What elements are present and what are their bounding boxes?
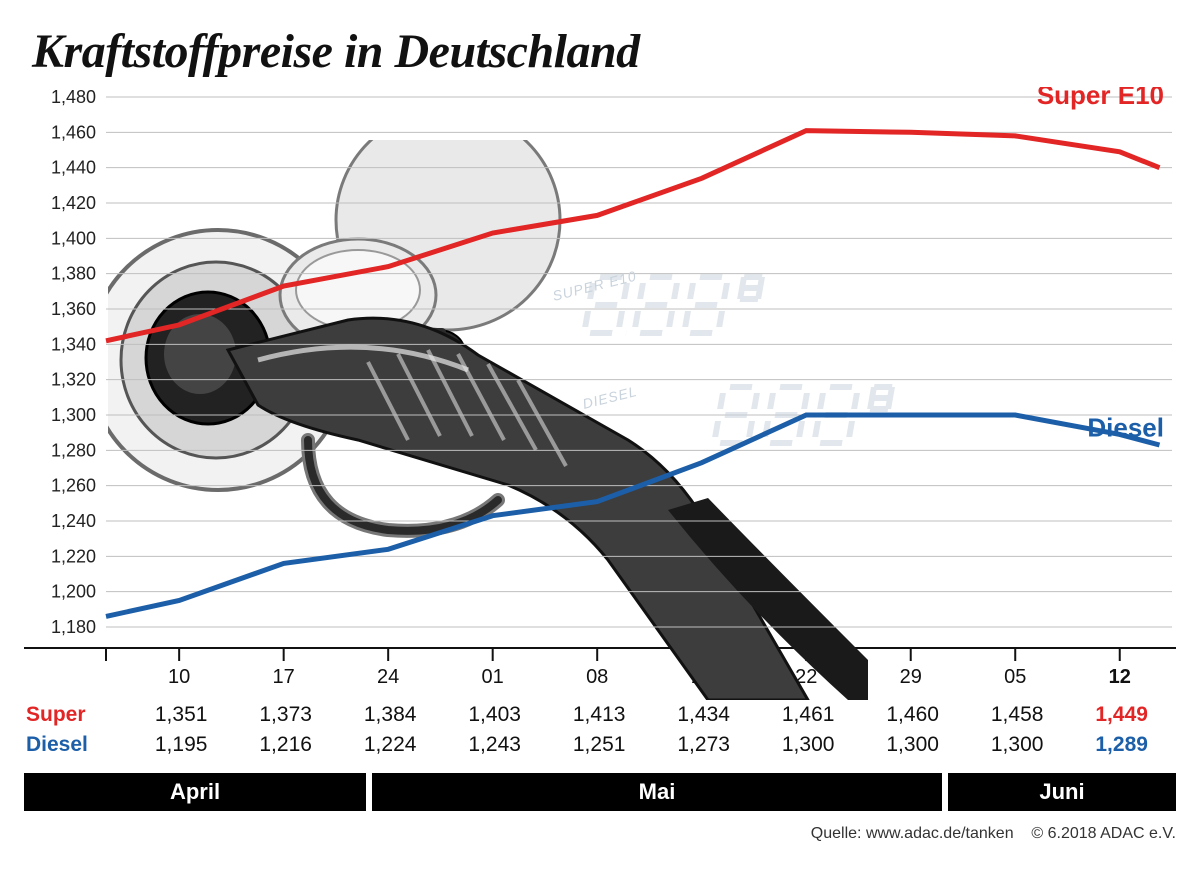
footer: Quelle: www.adac.de/tanken © 6.2018 ADAC… [24, 825, 1182, 843]
footer-copy: © 6.2018 ADAC e.V. [1031, 825, 1176, 842]
month-juni: Juni [948, 773, 1176, 811]
series-label-diesel: Diesel [1087, 412, 1164, 442]
svg-text:1,320: 1,320 [51, 370, 96, 390]
table-cell: 1,300 [756, 733, 861, 757]
svg-text:1,380: 1,380 [51, 264, 96, 284]
svg-text:1,180: 1,180 [51, 617, 96, 637]
svg-text:1,220: 1,220 [51, 546, 96, 566]
svg-text:1,200: 1,200 [51, 582, 96, 602]
table-row: Super 1,3511,3731,3841,4031,4131,4341,461… [24, 703, 1176, 733]
table-cell: 1,434 [651, 703, 756, 727]
table-cell: 1,413 [547, 703, 652, 727]
row-label: Super [24, 703, 112, 727]
svg-text:1,240: 1,240 [51, 511, 96, 531]
svg-text:24: 24 [377, 666, 399, 688]
table-cell: 1,243 [442, 733, 547, 757]
svg-text:08: 08 [586, 666, 608, 688]
table-cell: 1,300 [965, 733, 1070, 757]
month-bar: AprilMaiJuni [24, 773, 1176, 811]
table-cell: 1,251 [547, 733, 652, 757]
series-label-super: Super E10 [1037, 87, 1164, 110]
table-cell: 1,460 [860, 703, 965, 727]
table-cell: 1,289 [1069, 733, 1174, 757]
table-cell: 1,384 [338, 703, 443, 727]
svg-text:1,360: 1,360 [51, 299, 96, 319]
svg-text:22: 22 [795, 666, 817, 688]
infographic-root: Kraftstoffpreise in Deutschland [0, 0, 1200, 892]
svg-text:17: 17 [273, 666, 295, 688]
page-title: Kraftstoffpreise in Deutschland [32, 24, 1176, 79]
table-cell: 1,373 [233, 703, 338, 727]
svg-text:1,340: 1,340 [51, 334, 96, 354]
chart-svg: 1,180 1,200 1,220 1,240 1,260 1,280 1,300 1,320… [24, 87, 1176, 647]
ghost-label-diesel: DIESEL [581, 383, 639, 412]
x-axis: 10 17 24 01 08 15 22 29 05 12 [24, 647, 1176, 697]
row-label: Diesel [24, 733, 112, 757]
table-cell: 1,461 [756, 703, 861, 727]
svg-text:01: 01 [482, 666, 504, 688]
table-cell: 1,458 [965, 703, 1070, 727]
price-chart: 1,180 1,200 1,220 1,240 1,260 1,280 1,300 1,320… [24, 87, 1176, 647]
table-cell: 1,300 [860, 733, 965, 757]
svg-text:1,300: 1,300 [51, 405, 96, 425]
svg-text:1,480: 1,480 [51, 87, 96, 107]
svg-text:1,280: 1,280 [51, 440, 96, 460]
table-cell: 1,351 [129, 703, 234, 727]
line-diesel [106, 415, 1160, 616]
data-table: Super 1,3511,3731,3841,4031,4131,4341,461… [24, 703, 1176, 763]
svg-text:15: 15 [691, 666, 713, 688]
table-cell: 1,195 [129, 733, 234, 757]
svg-text:1,400: 1,400 [51, 228, 96, 248]
svg-text:1,420: 1,420 [51, 193, 96, 213]
svg-text:12: 12 [1109, 666, 1131, 688]
table-row: Diesel1,1951,2161,2241,2431,2511,2731,30… [24, 733, 1176, 763]
svg-text:10: 10 [168, 666, 190, 688]
svg-text:1,440: 1,440 [51, 158, 96, 178]
table-cell: 1,403 [442, 703, 547, 727]
svg-text:1,460: 1,460 [51, 122, 96, 142]
table-cell: 1,224 [338, 733, 443, 757]
svg-text:1,260: 1,260 [51, 476, 96, 496]
table-cell: 1,273 [651, 733, 756, 757]
footer-source: Quelle: www.adac.de/tanken [811, 825, 1014, 842]
table-cell: 1,216 [233, 733, 338, 757]
month-mai: Mai [372, 773, 942, 811]
svg-text:05: 05 [1004, 666, 1026, 688]
svg-text:29: 29 [900, 666, 922, 688]
table-cell: 1,449 [1069, 703, 1174, 727]
month-april: April [24, 773, 366, 811]
